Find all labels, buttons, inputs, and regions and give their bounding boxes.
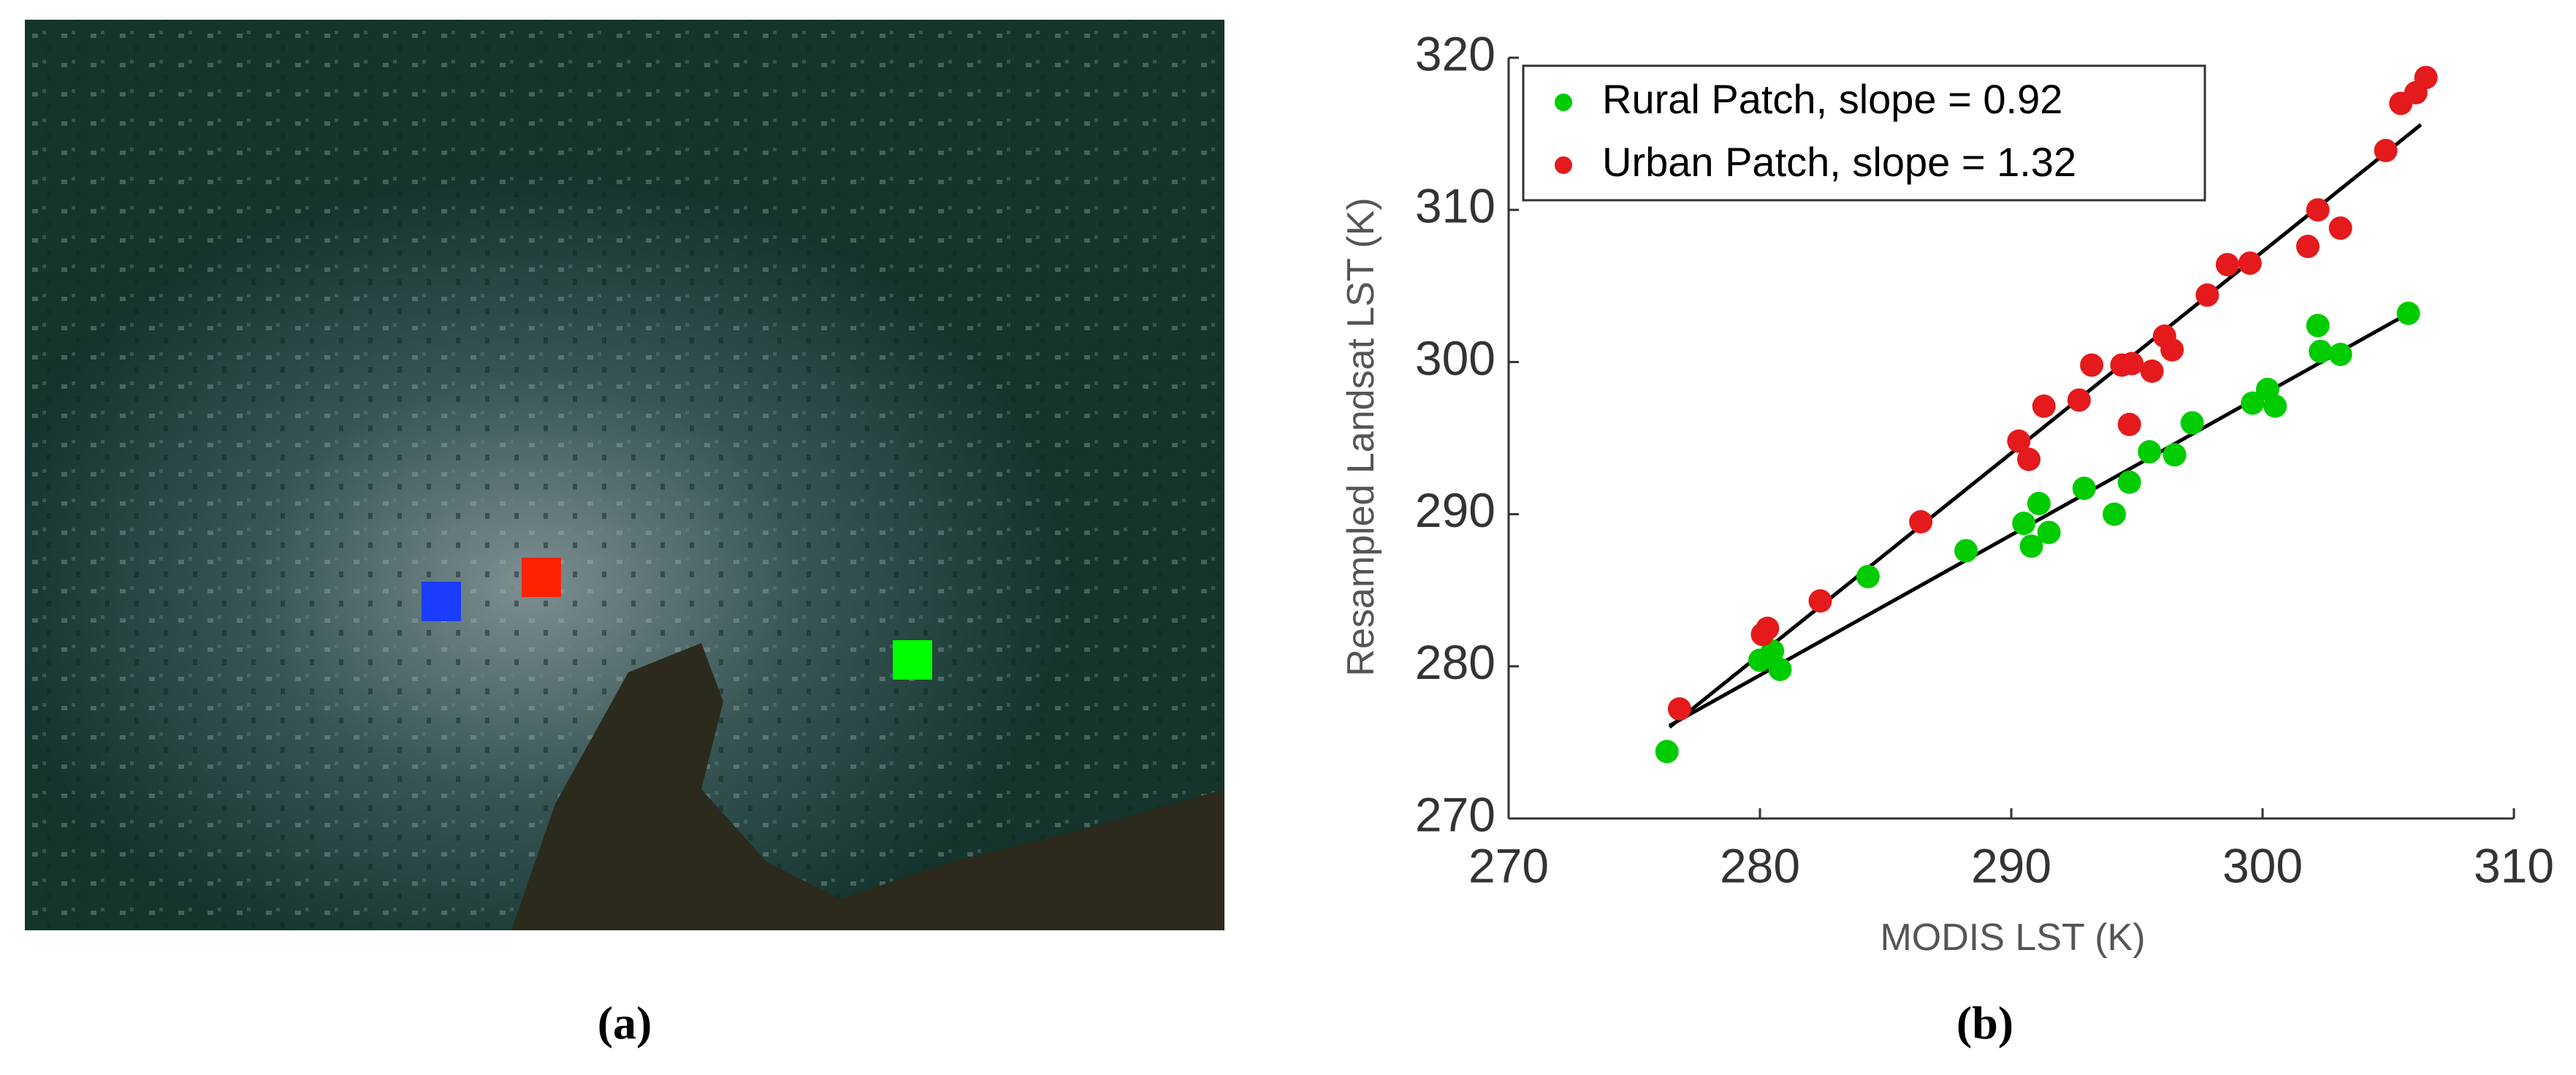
x-tick-label: 280 <box>1720 838 1800 892</box>
data-point <box>2396 301 2420 325</box>
data-point <box>2328 216 2352 240</box>
patch-marker <box>893 640 932 680</box>
data-point <box>2120 352 2144 376</box>
data-point <box>2414 66 2438 90</box>
fit-line <box>1668 313 2407 728</box>
data-point <box>2103 502 2127 526</box>
data-point <box>2306 198 2330 222</box>
x-axis-label: MODIS LST (K) <box>1880 916 2145 959</box>
legend-label: Rural Patch, slope = 0.92 <box>1602 76 2062 122</box>
data-point <box>2138 440 2162 464</box>
data-point <box>2007 429 2031 453</box>
patch-marker <box>522 558 561 597</box>
data-point <box>2180 411 2204 435</box>
data-point <box>1909 510 1933 534</box>
legend-marker <box>1555 94 1572 111</box>
data-point <box>1856 564 1880 588</box>
data-point <box>2117 412 2141 436</box>
data-point <box>2019 534 2043 558</box>
data-point <box>2140 359 2164 383</box>
data-point <box>2195 283 2219 307</box>
y-tick-label: 300 <box>1415 331 1495 385</box>
panel-label: (b) <box>1956 997 2013 1049</box>
y-tick-label: 270 <box>1415 787 1495 841</box>
data-point <box>2032 394 2056 418</box>
data-point <box>1756 616 1780 640</box>
data-point <box>2215 253 2239 277</box>
x-tick-label: 270 <box>1468 838 1549 892</box>
data-point <box>2012 512 2036 536</box>
panel-label: (a) <box>598 997 652 1049</box>
x-tick-label: 290 <box>1971 838 2051 892</box>
data-point <box>2328 342 2352 366</box>
fit-line <box>1668 123 2423 729</box>
data-point <box>2306 314 2330 338</box>
data-point <box>2263 394 2287 418</box>
data-point <box>1667 697 1691 721</box>
y-tick-label: 290 <box>1415 483 1495 537</box>
data-point <box>2117 470 2141 494</box>
data-point <box>1954 539 1978 563</box>
data-point <box>2162 443 2187 467</box>
data-point <box>2160 338 2184 362</box>
data-point <box>2072 476 2096 501</box>
y-tick-label: 280 <box>1415 635 1495 689</box>
satellite-image <box>25 20 1224 930</box>
data-point <box>2238 251 2262 276</box>
data-point <box>2374 139 2398 163</box>
data-point <box>2295 235 2320 259</box>
data-point <box>2241 391 2265 415</box>
data-point <box>1808 589 1832 613</box>
data-point <box>2037 520 2061 544</box>
data-point <box>2017 447 2041 471</box>
data-point <box>1655 740 1679 764</box>
y-tick-label: 320 <box>1415 26 1495 80</box>
legend-marker <box>1555 156 1572 174</box>
x-tick-label: 310 <box>2474 838 2554 892</box>
data-point <box>2027 492 2051 516</box>
patch-marker <box>422 582 461 621</box>
data-point <box>2080 353 2104 377</box>
data-point <box>2309 339 2333 363</box>
data-point <box>1768 657 1792 681</box>
y-axis-label: Resampled Landsat LST (K) <box>1340 197 1382 676</box>
legend-box <box>1522 64 2206 202</box>
legend-label: Urban Patch, slope = 1.32 <box>1602 139 2076 185</box>
data-point <box>2067 388 2091 412</box>
x-tick-label: 300 <box>2222 838 2303 892</box>
y-tick-label: 310 <box>1415 179 1495 233</box>
